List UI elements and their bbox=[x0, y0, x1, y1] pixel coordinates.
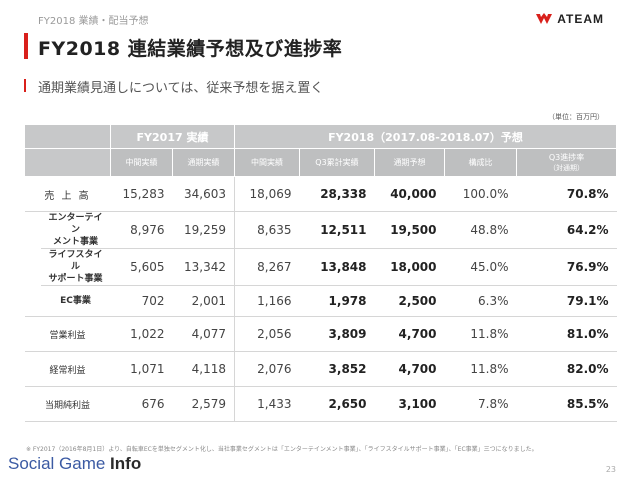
table-cell: 48.8% bbox=[444, 211, 517, 249]
table-cell: 13,342 bbox=[172, 248, 235, 286]
table-row: ライフスタイル サポート事業 5,605 13,342 8,267 13,848… bbox=[25, 248, 617, 286]
table-cell: 702 bbox=[110, 285, 173, 317]
row-label: 経常利益 bbox=[24, 351, 111, 387]
forecast-table: FY2017 実績 FY2018（2017.08-2018.07）予想 中間実績… bbox=[24, 124, 618, 422]
table-cell: 8,635 bbox=[234, 211, 300, 249]
table-cell: 82.0% bbox=[516, 351, 617, 387]
table-cell: 8,976 bbox=[110, 211, 173, 249]
indent-cell bbox=[25, 249, 41, 286]
table-row: 営業利益 1,022 4,077 2,056 3,809 4,700 11.8%… bbox=[24, 316, 617, 352]
table-row: 当期純利益 676 2,579 1,433 2,650 3,100 7.8% 8… bbox=[24, 386, 617, 422]
subheader-h1-2018: 中間実績 bbox=[234, 148, 300, 177]
table-cell: 2,650 bbox=[299, 386, 375, 422]
table-cell: 676 bbox=[110, 386, 173, 422]
row-label: 売 上 高 bbox=[24, 176, 111, 212]
subheader-h1-2017: 中間実績 bbox=[110, 148, 173, 177]
table-cell: 2,056 bbox=[234, 316, 300, 352]
table-cell: 70.8% bbox=[516, 176, 617, 212]
logo-text: ATEAM bbox=[557, 12, 604, 26]
row-label: 営業利益 bbox=[24, 316, 111, 352]
table-cell: 28,338 bbox=[299, 176, 375, 212]
header-corner-2 bbox=[24, 148, 111, 177]
table-cell: 3,852 bbox=[299, 351, 375, 387]
table-row: EC事業 702 2,001 1,166 1,978 2,500 6.3% 79… bbox=[24, 285, 617, 317]
ateam-logo-icon bbox=[536, 13, 553, 24]
table-cell: 18,000 bbox=[374, 248, 445, 286]
table-cell: 19,259 bbox=[172, 211, 235, 249]
indent-cell bbox=[25, 212, 41, 249]
table-cell: 18,069 bbox=[234, 176, 300, 212]
watermark: Social Game Info bbox=[8, 454, 141, 474]
table-cell: 85.5% bbox=[516, 386, 617, 422]
table-row: 経常利益 1,071 4,118 2,076 3,852 4,700 11.8%… bbox=[24, 351, 617, 387]
table-cell: 81.0% bbox=[516, 316, 617, 352]
table-cell: 34,603 bbox=[172, 176, 235, 212]
table-row: エンターテイン メント事業 8,976 19,259 8,635 12,511 … bbox=[25, 211, 617, 249]
subheader-fy-2017: 通期実績 bbox=[172, 148, 235, 177]
table-cell: 8,267 bbox=[234, 248, 300, 286]
table-cell: 13,848 bbox=[299, 248, 375, 286]
table-cell: 64.2% bbox=[516, 211, 617, 249]
table-cell: 2,579 bbox=[172, 386, 235, 422]
subheader-q3-progress-label: Q3進捗率 bbox=[548, 153, 585, 162]
subheader-fy-forecast: 通期予想 bbox=[374, 148, 445, 177]
subheader-q3-progress: Q3進捗率 （対通期） bbox=[515, 148, 618, 177]
table-cell: 19,500 bbox=[374, 211, 445, 249]
ateam-logo: ATEAM bbox=[535, 12, 604, 26]
table-cell: 4,700 bbox=[374, 351, 445, 387]
page-title: FY2018 連結業績予想及び進捗率 bbox=[38, 38, 343, 60]
unit-label: （単位：百万円） bbox=[548, 113, 604, 121]
subheader-q3-progress-note: （対通期） bbox=[549, 164, 584, 172]
table-cell: 3,100 bbox=[374, 386, 445, 422]
table-cell: 79.1% bbox=[516, 285, 617, 317]
table-cell: 40,000 bbox=[374, 176, 445, 212]
header-corner bbox=[24, 124, 111, 149]
row-label: 当期純利益 bbox=[24, 386, 111, 422]
subheader-composition: 構成比 bbox=[444, 148, 517, 177]
table-cell: 2,500 bbox=[374, 285, 445, 317]
section-label: FY2018 業績・配当予想 bbox=[38, 16, 149, 27]
table-cell: 1,978 bbox=[299, 285, 375, 317]
table-cell: 76.9% bbox=[516, 248, 617, 286]
title-accent-bar bbox=[24, 33, 28, 59]
header-fy2017: FY2017 実績 bbox=[110, 124, 235, 149]
page-subtitle: 通期業績見通しについては、従来予想を据え置く bbox=[38, 81, 324, 96]
table-row: 売 上 高 15,283 34,603 18,069 28,338 40,000… bbox=[24, 176, 617, 212]
table-cell: 11.8% bbox=[444, 316, 517, 352]
subtitle-accent-bar bbox=[24, 79, 26, 92]
table-cell: 100.0% bbox=[444, 176, 517, 212]
header-fy2018: FY2018（2017.08-2018.07）予想 bbox=[233, 124, 618, 149]
row-label: EC事業 bbox=[40, 285, 111, 317]
table-cell: 1,071 bbox=[110, 351, 173, 387]
table-cell: 6.3% bbox=[444, 285, 517, 317]
table-cell: 4,077 bbox=[172, 316, 235, 352]
table-cell: 4,118 bbox=[172, 351, 235, 387]
watermark-part1: Social Game bbox=[8, 454, 111, 473]
subheader-q3-cum: Q3累計実績 bbox=[299, 148, 375, 177]
table-cell: 15,283 bbox=[110, 176, 173, 212]
table-cell: 4,700 bbox=[374, 316, 445, 352]
table-cell: 3,809 bbox=[299, 316, 375, 352]
table-cell: 2,001 bbox=[172, 285, 235, 317]
table-cell: 12,511 bbox=[299, 211, 375, 249]
table-cell: 1,022 bbox=[110, 316, 173, 352]
table-cell: 7.8% bbox=[444, 386, 517, 422]
indent-cell bbox=[24, 285, 41, 317]
row-label: エンターテイン メント事業 bbox=[40, 211, 111, 249]
table-cell: 45.0% bbox=[444, 248, 517, 286]
table-cell: 1,166 bbox=[234, 285, 300, 317]
table-cell: 2,076 bbox=[234, 351, 300, 387]
table-cell: 1,433 bbox=[234, 386, 300, 422]
table-cell: 5,605 bbox=[110, 248, 173, 286]
footnote: ※ FY2017（2016年8月1日）より、自転車ECを単独セグメント化し、当社… bbox=[26, 446, 538, 453]
table-cell: 11.8% bbox=[444, 351, 517, 387]
page-number: 23 bbox=[605, 465, 616, 474]
row-label: ライフスタイル サポート事業 bbox=[40, 248, 111, 286]
watermark-part2: Info bbox=[110, 454, 142, 473]
